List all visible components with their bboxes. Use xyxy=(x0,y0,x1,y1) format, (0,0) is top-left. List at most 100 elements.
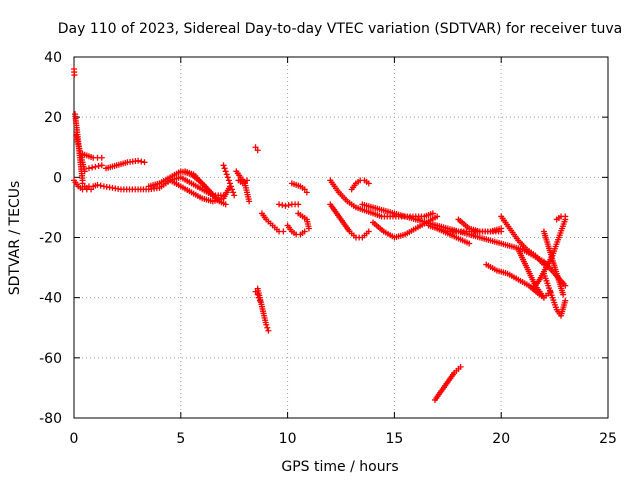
y-axis-label: SDTVAR / TECUs xyxy=(7,181,23,296)
data-point xyxy=(230,189,237,196)
data-point xyxy=(365,180,372,187)
data-point xyxy=(434,213,441,220)
data-point xyxy=(222,168,229,175)
data-point xyxy=(229,186,236,193)
data-point xyxy=(560,291,567,298)
data-point xyxy=(562,213,569,220)
y-tick-label: -40 xyxy=(39,291,62,307)
data-point xyxy=(301,186,308,193)
series-t25 xyxy=(335,189,436,220)
data-point xyxy=(97,182,104,189)
series-t19 xyxy=(276,201,302,209)
data-point xyxy=(81,168,88,175)
data-point xyxy=(89,164,96,171)
tick-labels: 0 5 10 15 20 25 -80 -60 -40 -20 0 20 40 xyxy=(39,50,617,447)
data-point xyxy=(282,202,289,209)
data-point xyxy=(244,177,251,184)
data-point xyxy=(265,327,272,334)
data-point xyxy=(301,228,308,235)
data-point xyxy=(135,157,142,164)
data-point xyxy=(254,291,261,298)
series-t20 xyxy=(284,222,308,238)
series-t6 xyxy=(71,177,95,193)
series-t35 xyxy=(540,228,567,298)
data-point xyxy=(227,183,234,190)
y-tick-label: 20 xyxy=(44,110,62,126)
data-point xyxy=(285,202,292,209)
x-tick-label: 25 xyxy=(599,431,617,447)
series-t27 xyxy=(370,213,441,241)
series-t17 xyxy=(252,288,263,304)
data-point xyxy=(280,228,287,235)
data-point xyxy=(256,297,263,304)
data-point xyxy=(255,294,262,301)
series-t26 xyxy=(348,177,372,193)
data-point xyxy=(231,192,238,199)
series-t22 xyxy=(288,180,310,196)
data-point xyxy=(222,201,229,208)
y-tick-label: -80 xyxy=(39,411,62,427)
data-point xyxy=(226,180,233,187)
series-t28 xyxy=(359,201,569,289)
grid xyxy=(74,57,608,418)
x-tick-label: 20 xyxy=(492,431,510,447)
y-tick-label: 0 xyxy=(53,170,62,186)
series-t13 xyxy=(233,168,253,205)
data-point xyxy=(225,177,232,184)
x-tick-label: 0 xyxy=(70,431,79,447)
data-point xyxy=(279,202,286,209)
series-t8 xyxy=(85,162,105,172)
data-point xyxy=(95,163,102,170)
data-point xyxy=(223,171,230,178)
data-point xyxy=(92,163,99,170)
data-point xyxy=(466,240,473,247)
series-t10 xyxy=(167,177,233,205)
data-point xyxy=(305,225,312,232)
data-point xyxy=(94,181,101,188)
series-t32 xyxy=(498,213,547,268)
series-t37 xyxy=(530,216,569,292)
data-point xyxy=(98,154,105,161)
series-t36 xyxy=(540,270,569,319)
series-t31 xyxy=(455,216,505,235)
series-t38 xyxy=(553,213,569,223)
data-point xyxy=(98,162,105,169)
data-point xyxy=(71,72,78,79)
y-tick-label: 40 xyxy=(44,50,62,66)
series-t39 xyxy=(431,363,464,403)
x-tick-label: 15 xyxy=(385,431,403,447)
series-t1 xyxy=(71,66,78,79)
data-point xyxy=(457,363,464,370)
series-t30 xyxy=(425,222,473,247)
data-point xyxy=(221,165,228,172)
data-point xyxy=(224,174,231,181)
series-t18 xyxy=(258,210,287,235)
data-point xyxy=(276,201,283,208)
data-point xyxy=(141,159,148,166)
data-point xyxy=(429,210,436,217)
x-axis-label: GPS time / hours xyxy=(281,459,398,475)
data-point xyxy=(252,144,259,151)
data-point xyxy=(562,297,569,304)
series-t3 xyxy=(73,132,88,175)
series-t7 xyxy=(103,157,148,172)
data-point xyxy=(252,288,259,295)
series-t21 xyxy=(295,210,312,232)
axis-ticks xyxy=(73,56,609,419)
data-point xyxy=(246,198,253,205)
x-tick-label: 5 xyxy=(176,431,185,447)
data-point xyxy=(540,261,547,268)
data-point xyxy=(88,186,95,193)
data-points xyxy=(71,66,569,403)
x-tick-label: 10 xyxy=(279,431,297,447)
series-t24 xyxy=(327,201,372,241)
data-point xyxy=(254,147,261,154)
y-tick-label: -20 xyxy=(39,231,62,247)
data-point xyxy=(295,201,302,208)
y-tick-label: -60 xyxy=(39,351,62,367)
series-t15 xyxy=(252,144,261,154)
series-t11 xyxy=(182,168,229,208)
data-point xyxy=(264,324,271,331)
data-point xyxy=(85,165,92,172)
